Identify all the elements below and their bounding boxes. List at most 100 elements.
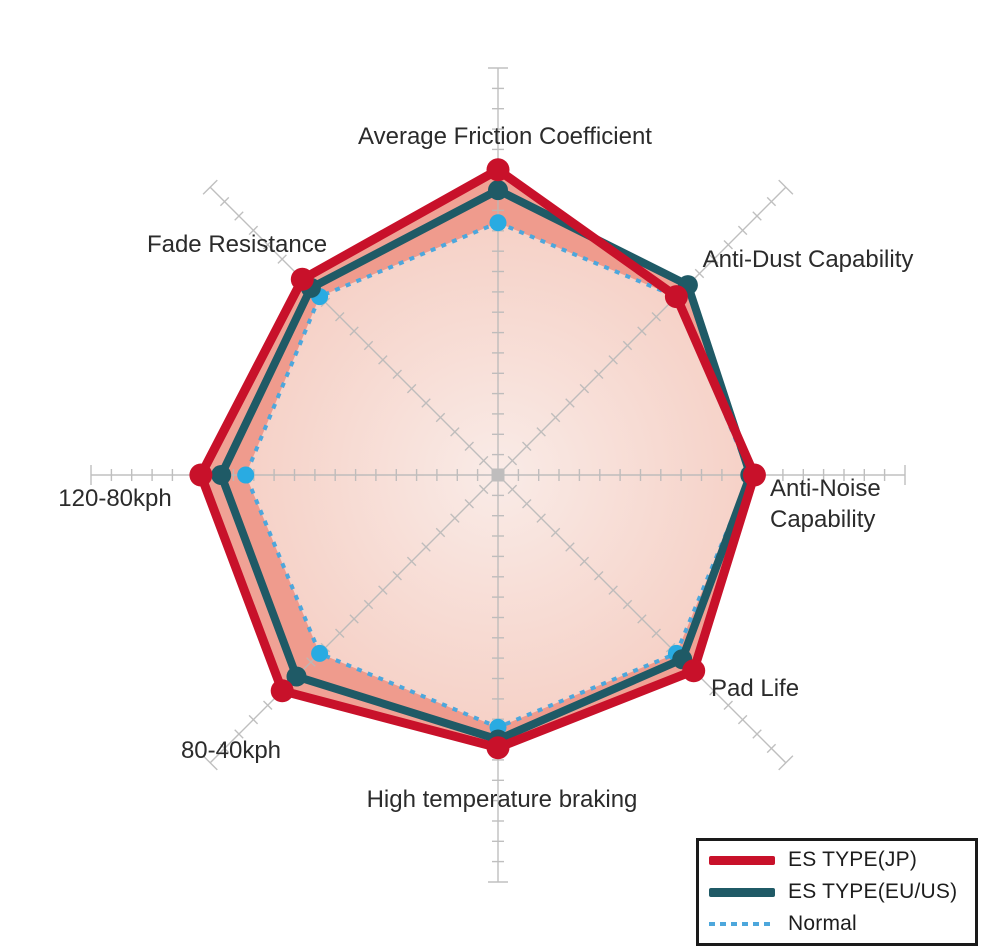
radar-axis-tick bbox=[651, 312, 661, 322]
legend: ES TYPE(JP) ES TYPE(EU/US) Normal bbox=[696, 838, 978, 946]
radar-axis-tick bbox=[709, 254, 719, 264]
radar-axis-tick bbox=[723, 700, 733, 710]
radar-axis-tick bbox=[752, 729, 762, 739]
axis-label: Average Friction Coefficient bbox=[358, 123, 652, 150]
legend-item-normal: Normal bbox=[709, 908, 965, 939]
radar-axis-tick bbox=[550, 527, 561, 538]
radar-axis-tick bbox=[723, 240, 733, 250]
radar-axis-tick bbox=[766, 743, 777, 754]
radar-axis-tick bbox=[752, 211, 762, 221]
legend-label-normal: Normal bbox=[788, 911, 857, 935]
radar-axis-tick bbox=[550, 412, 561, 423]
radar-axis-tick bbox=[709, 686, 719, 696]
data-point-jp bbox=[270, 679, 294, 703]
radar-axis-tick bbox=[622, 599, 633, 610]
data-point-eu-us bbox=[488, 180, 508, 201]
radar-axis-tick bbox=[766, 196, 777, 207]
radar-axis-tick bbox=[263, 700, 273, 710]
legend-item-es-type-jp: ES TYPE(JP) bbox=[709, 845, 965, 876]
radar-axis-tick bbox=[450, 513, 460, 523]
data-point-eu-us bbox=[211, 465, 232, 485]
radar-axis-tick bbox=[594, 369, 604, 379]
radar-axis-tick bbox=[335, 628, 345, 638]
data-point-normal bbox=[489, 214, 507, 232]
center-marker bbox=[491, 468, 505, 482]
radar-axis-tick bbox=[522, 499, 532, 509]
data-point-jp bbox=[486, 736, 510, 760]
radar-axis-tick bbox=[349, 614, 359, 624]
legend-label-es-type-jp: ES TYPE(JP) bbox=[788, 848, 918, 872]
legend-item-es-type-eu-us: ES TYPE(EU/US) bbox=[709, 877, 965, 908]
radar-axis-tick bbox=[378, 355, 388, 365]
data-point-jp bbox=[189, 463, 213, 487]
radar-axis-tick bbox=[622, 340, 633, 351]
axis-label: 80-40kph bbox=[181, 737, 281, 764]
radar-axis-tick bbox=[637, 326, 647, 336]
radar-axis-tick bbox=[536, 427, 546, 437]
radar-axis-tick bbox=[378, 585, 388, 595]
radar-axis-tick bbox=[651, 628, 661, 638]
axis-label: High temperature braking bbox=[367, 786, 638, 813]
data-point-eu-us bbox=[286, 666, 307, 687]
axis-label: Pad Life bbox=[711, 675, 799, 702]
radar-axis-tick bbox=[248, 714, 259, 725]
radar-axis-tick bbox=[363, 340, 374, 351]
radar-axis-tick bbox=[737, 714, 748, 725]
radar-axis-tick bbox=[406, 383, 417, 394]
radar-axis-tick bbox=[694, 268, 705, 279]
data-point-jp bbox=[664, 285, 688, 309]
radar-axis-tick bbox=[392, 369, 402, 379]
radar-axis-tick bbox=[234, 729, 244, 739]
radar-axis-tick bbox=[421, 398, 431, 408]
radar-axis-tick bbox=[450, 427, 460, 437]
radar-axis-tick bbox=[435, 527, 446, 538]
radar-axis-tick bbox=[778, 755, 794, 771]
radar-axis-tick bbox=[335, 312, 345, 322]
legend-swatch-dashed-blue-line bbox=[709, 921, 775, 926]
radar-axis-tick bbox=[263, 240, 273, 250]
radar-axis-tick bbox=[421, 542, 431, 552]
data-point-jp bbox=[290, 267, 314, 291]
radar-axis-tick bbox=[608, 585, 618, 595]
radar-axis-tick bbox=[579, 556, 590, 567]
radar-axis-tick bbox=[608, 355, 618, 365]
data-point-jp bbox=[682, 659, 706, 683]
radar-axis-tick bbox=[464, 441, 474, 451]
radar-axis-tick bbox=[594, 571, 604, 581]
radar-axis-tick bbox=[478, 455, 489, 466]
radar-axis-tick bbox=[392, 571, 402, 581]
radar-axis-tick bbox=[536, 513, 546, 523]
radar-axis-tick bbox=[565, 542, 575, 552]
axis-label: Fade Resistance bbox=[147, 231, 327, 258]
radar-axis-tick bbox=[637, 614, 647, 624]
radar-axis-tick bbox=[507, 484, 518, 495]
legend-swatch-solid-red-line bbox=[709, 855, 775, 865]
radar-axis-tick bbox=[406, 556, 417, 567]
radar-axis-tick bbox=[478, 484, 489, 495]
radar-axis-tick bbox=[219, 196, 230, 207]
radar-axis-tick bbox=[234, 211, 244, 221]
radar-axis-tick bbox=[565, 398, 575, 408]
data-point-normal bbox=[311, 644, 329, 662]
data-point-normal bbox=[237, 466, 255, 484]
radar-axis-tick bbox=[363, 599, 374, 610]
radar-axis-tick bbox=[522, 441, 532, 451]
radar-axis-tick bbox=[778, 179, 794, 195]
data-point-jp bbox=[742, 463, 766, 487]
radar-axis-tick bbox=[507, 455, 518, 466]
axis-label: Anti-Noise Capability bbox=[770, 475, 881, 533]
radar-axis-tick bbox=[737, 225, 748, 236]
radar-axis-tick bbox=[202, 179, 218, 195]
data-point-jp bbox=[486, 158, 510, 182]
radar-axis-tick bbox=[464, 499, 474, 509]
axis-label: Anti-Dust Capability bbox=[703, 246, 914, 273]
radar-axis-tick bbox=[202, 755, 218, 771]
radar-axis-tick bbox=[277, 254, 287, 264]
radar-axis-tick bbox=[349, 326, 359, 336]
legend-label-es-type-eu-us: ES TYPE(EU/US) bbox=[788, 880, 958, 903]
radar-axis-tick bbox=[579, 383, 590, 394]
axis-label: 120-80kph bbox=[58, 485, 171, 512]
legend-swatch-solid-teal-line bbox=[709, 887, 775, 897]
